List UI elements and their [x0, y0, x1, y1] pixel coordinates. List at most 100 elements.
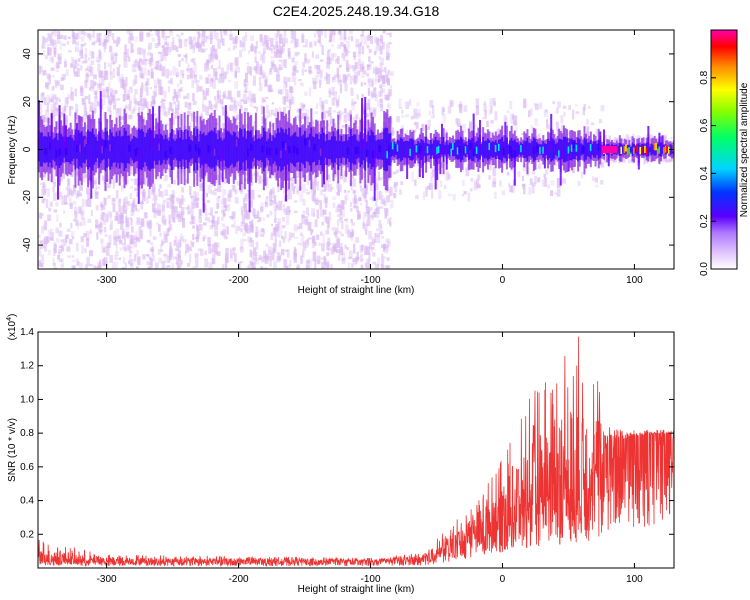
- spectrogram-cell: [262, 72, 266, 79]
- spectrogram-cell: [110, 220, 113, 230]
- spectrogram-cell: [532, 181, 536, 187]
- spectrogram-cell: [209, 31, 213, 40]
- spectrogram-cell: [592, 141, 595, 158]
- spectrogram-cell: [501, 190, 506, 196]
- spectrogram-cell: [107, 140, 110, 159]
- spectrogram-cell: [255, 226, 259, 230]
- spectrogram-cell: [168, 70, 173, 76]
- spectrogram-cell: [393, 184, 396, 188]
- spectrogram-cell: [68, 188, 72, 196]
- spectrogram-cell: [377, 99, 381, 107]
- spectrogram-cell: [183, 95, 187, 100]
- spectrogram-cell: [270, 55, 274, 60]
- spectrogram-cell: [383, 197, 387, 206]
- spectrogram-cell: [80, 236, 85, 243]
- spectrogram-cell: [360, 264, 364, 269]
- spectrogram-cell: [475, 178, 480, 184]
- spectrogram-cell: [83, 79, 88, 89]
- spectrogram-cell: [130, 202, 134, 212]
- spectrogram-cell: [80, 87, 84, 97]
- spectrogram-cell: [356, 146, 360, 154]
- spectrogram-cell: [128, 100, 132, 104]
- spectrogram-cell: [347, 38, 351, 41]
- spectrogram-cell: [421, 123, 425, 131]
- spectrogram-cell: [181, 187, 185, 193]
- spectrogram-cell: [185, 38, 188, 42]
- spectrogram-cell: [291, 72, 295, 83]
- spectrogram-cell: [491, 98, 496, 106]
- spectrogram-cell: [229, 34, 233, 41]
- spectrogram-cell: [155, 262, 159, 269]
- spectrogram-cell: [305, 137, 308, 162]
- spectrogram-cell: [129, 193, 132, 200]
- spectrogram-cell: [88, 250, 93, 257]
- spectrogram-cell: [297, 136, 300, 163]
- spectrogram-cell: [192, 36, 196, 41]
- spectrogram-cell: [382, 75, 386, 84]
- spectrogram-cell: [444, 144, 447, 155]
- spectrogram-cell: [126, 30, 130, 35]
- spectrogram-cell: [537, 163, 542, 170]
- spectrogram-cell: [367, 210, 371, 221]
- spectrogram-cell: [449, 99, 454, 107]
- spectrogram-cell: [211, 50, 214, 56]
- spectrogram-cell: [175, 248, 179, 251]
- spectrogram-cell: [559, 149, 562, 186]
- spectrogram-cell: [242, 136, 245, 163]
- spectrogram-cell: [197, 147, 201, 155]
- spectrogram-cell: [145, 132, 148, 167]
- spectrogram-cell: [162, 254, 167, 257]
- spectrogram-cell: [178, 263, 183, 267]
- spectrogram-cell: [363, 82, 367, 85]
- spectrogram-cell: [70, 223, 73, 229]
- spectrogram-cell: [612, 145, 615, 154]
- spectrogram-cell: [539, 146, 543, 155]
- spectrogram-cell: [175, 197, 180, 202]
- spectrogram-cell: [628, 136, 632, 142]
- spectrogram-cell: [321, 244, 325, 252]
- spectrogram-cell: [556, 142, 559, 157]
- spectrogram-cell: [289, 259, 292, 266]
- spectrogram-cell: [353, 134, 356, 165]
- spectrogram-cell: [39, 240, 44, 249]
- spectrogram-cell: [124, 196, 128, 204]
- spectrogram-cell: [346, 67, 349, 72]
- spectrogram-cell: [146, 32, 151, 37]
- spectrogram-cell: [329, 57, 332, 65]
- spectrogram-cell: [377, 257, 380, 267]
- spectrogram-cell: [362, 109, 366, 115]
- spectrogram-cell: [109, 71, 113, 81]
- spectrogram-cell: [72, 36, 77, 45]
- spectrogram-cell: [63, 210, 66, 214]
- spectrogram-cell: [376, 43, 379, 47]
- spectrogram-cell: [364, 212, 367, 217]
- spectrogram-cell: [365, 229, 368, 235]
- spectrogram-cell: [95, 191, 99, 200]
- spectrogram-cell: [274, 108, 279, 118]
- spectrogram-cell: [376, 235, 381, 244]
- spectrogram-cell: [321, 261, 324, 269]
- spectrogram-cell: [338, 231, 342, 234]
- spectrogram-cell: [392, 171, 397, 175]
- spectrogram-cell: [280, 150, 284, 158]
- spectrogram-cell: [192, 191, 197, 201]
- spectrogram-cell: [319, 231, 323, 236]
- spectrogram-cell: [595, 128, 599, 136]
- spectrogram-cell: [182, 239, 187, 243]
- spectrogram-cell: [237, 261, 241, 269]
- spectrogram-cell: [337, 254, 341, 261]
- spectrogram-cell: [153, 214, 158, 218]
- spectrogram-cell: [316, 134, 319, 165]
- spectrogram-cell: [158, 143, 162, 151]
- spectrogram-cell: [361, 61, 365, 69]
- spectrogram-cell: [144, 83, 148, 92]
- spectrogram-cell: [47, 229, 52, 236]
- spectrogram-cell: [340, 206, 345, 210]
- spectrogram-cell: [418, 146, 422, 154]
- spectrogram-cell: [142, 131, 145, 168]
- spectrogram-cell: [147, 107, 150, 116]
- spectrogram-cell: [379, 230, 384, 234]
- spectrogram-cell: [359, 183, 362, 188]
- spectrogram-cell: [347, 64, 350, 72]
- spectrogram-cell: [286, 93, 290, 102]
